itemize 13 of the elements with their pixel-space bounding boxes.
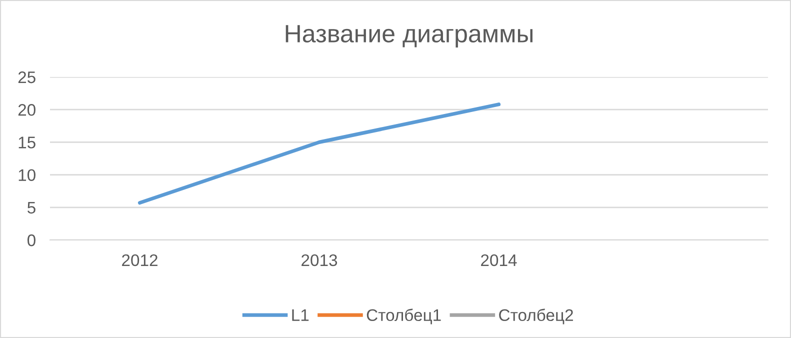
y-tick-label: 25 [18, 71, 36, 84]
legend-label: L1 [292, 309, 309, 321]
y-tick-label: 0 [27, 234, 36, 246]
x-tick-label: 2013 [302, 254, 338, 266]
x-tick-label: 2014 [481, 254, 517, 266]
y-tick-label: 10 [18, 169, 36, 182]
legend-label: Столбец2 [499, 308, 573, 324]
y-tick-label: 20 [18, 104, 36, 116]
legend-label: Столбец1 [366, 308, 441, 324]
y-tick-label: 5 [28, 202, 36, 214]
x-tick-label: 2012 [122, 254, 158, 266]
chart-title: Название диаграммы [286, 25, 532, 48]
y-tick-label: 15 [18, 136, 36, 148]
